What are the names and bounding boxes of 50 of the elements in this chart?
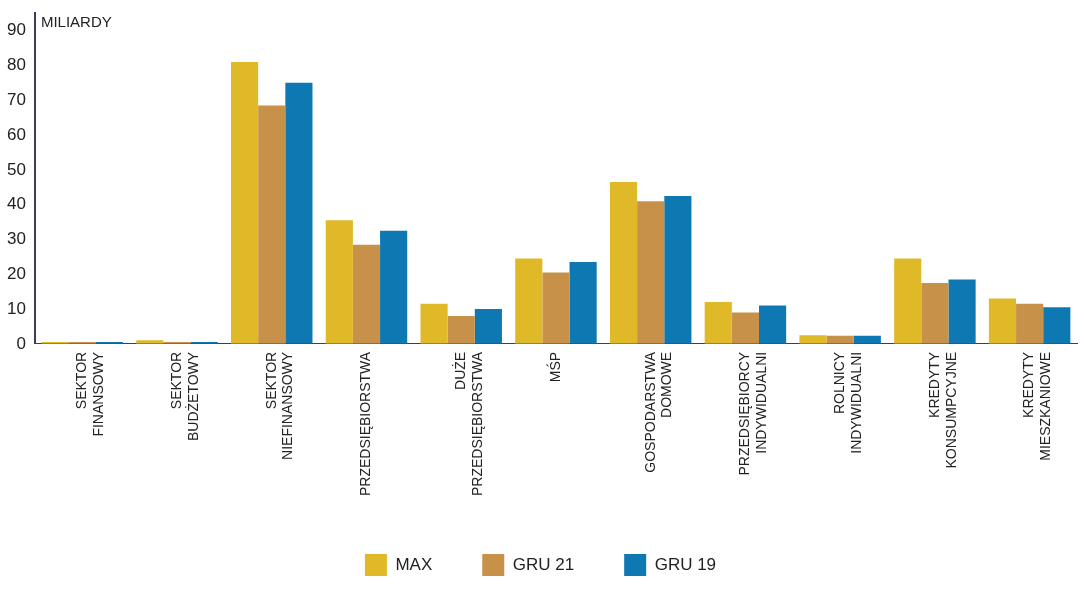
- bar: [609, 182, 638, 344]
- x-tick-label: GOSPODARSTWA DOMOWE: [641, 351, 675, 473]
- bar: [447, 315, 475, 344]
- y-tick-label: 40: [6, 194, 26, 214]
- bar: [515, 258, 543, 344]
- x-tick-label: KREDYTY MIESZKANIOWE: [1020, 351, 1054, 461]
- bar: [988, 298, 1017, 344]
- bar: [352, 244, 381, 344]
- bar: [637, 201, 665, 344]
- x-tick-label: ROLNICY INDYWIDUALNI: [831, 351, 864, 454]
- bar: [948, 279, 976, 344]
- bar: [1043, 307, 1071, 344]
- y-tick-label: 90: [6, 20, 26, 40]
- y-tick-label: 70: [6, 89, 26, 109]
- y-tick-label: 30: [6, 229, 26, 249]
- x-tick-label: DUŻE PRZEDSIĘBIORSTWA: [451, 351, 485, 497]
- x-tick-label: SEKTOR FINANSOWY: [73, 351, 106, 437]
- bar: [380, 230, 408, 344]
- x-tick-label: SEKTOR NIEFINANSOWY: [262, 351, 296, 460]
- bar: [759, 305, 787, 344]
- y-tick-label: 0: [16, 333, 26, 353]
- x-tick-label: MŚP: [545, 351, 563, 383]
- bar: [474, 309, 502, 344]
- y-tick-label: 80: [6, 55, 26, 75]
- y-tick-label: 20: [6, 263, 26, 283]
- bar: [569, 262, 597, 344]
- bar: [921, 282, 949, 344]
- bar: [231, 61, 259, 344]
- bar: [799, 335, 827, 344]
- bar: [1016, 303, 1044, 344]
- bar: [325, 220, 353, 344]
- legend-label: GRU 21: [512, 554, 575, 574]
- x-tick-label: PRZEDSIĘBIORCY INDYWIDUALNI: [736, 351, 770, 476]
- bar: [704, 302, 732, 344]
- bar: [420, 303, 448, 344]
- legend-label: MAX: [395, 554, 433, 574]
- legend-label: GRU 19: [654, 554, 717, 574]
- x-tick-label: PRZEDSIĘBIORSTWA: [357, 351, 374, 497]
- y-tick-label: 10: [6, 298, 26, 318]
- bar: [285, 82, 313, 344]
- x-tick-label: KREDYTY KONSUMPCYJNE: [925, 351, 959, 469]
- y-axis-title: MILIARDY: [40, 12, 112, 30]
- bar: [258, 105, 286, 344]
- y-tick-label: 50: [6, 159, 26, 179]
- x-tick-label: SEKTOR BUDŻETOWY: [167, 351, 201, 442]
- bar: [731, 312, 759, 344]
- bar: [542, 272, 570, 344]
- bar: [894, 258, 922, 344]
- y-tick-label: 60: [6, 124, 26, 144]
- bar: [664, 195, 692, 344]
